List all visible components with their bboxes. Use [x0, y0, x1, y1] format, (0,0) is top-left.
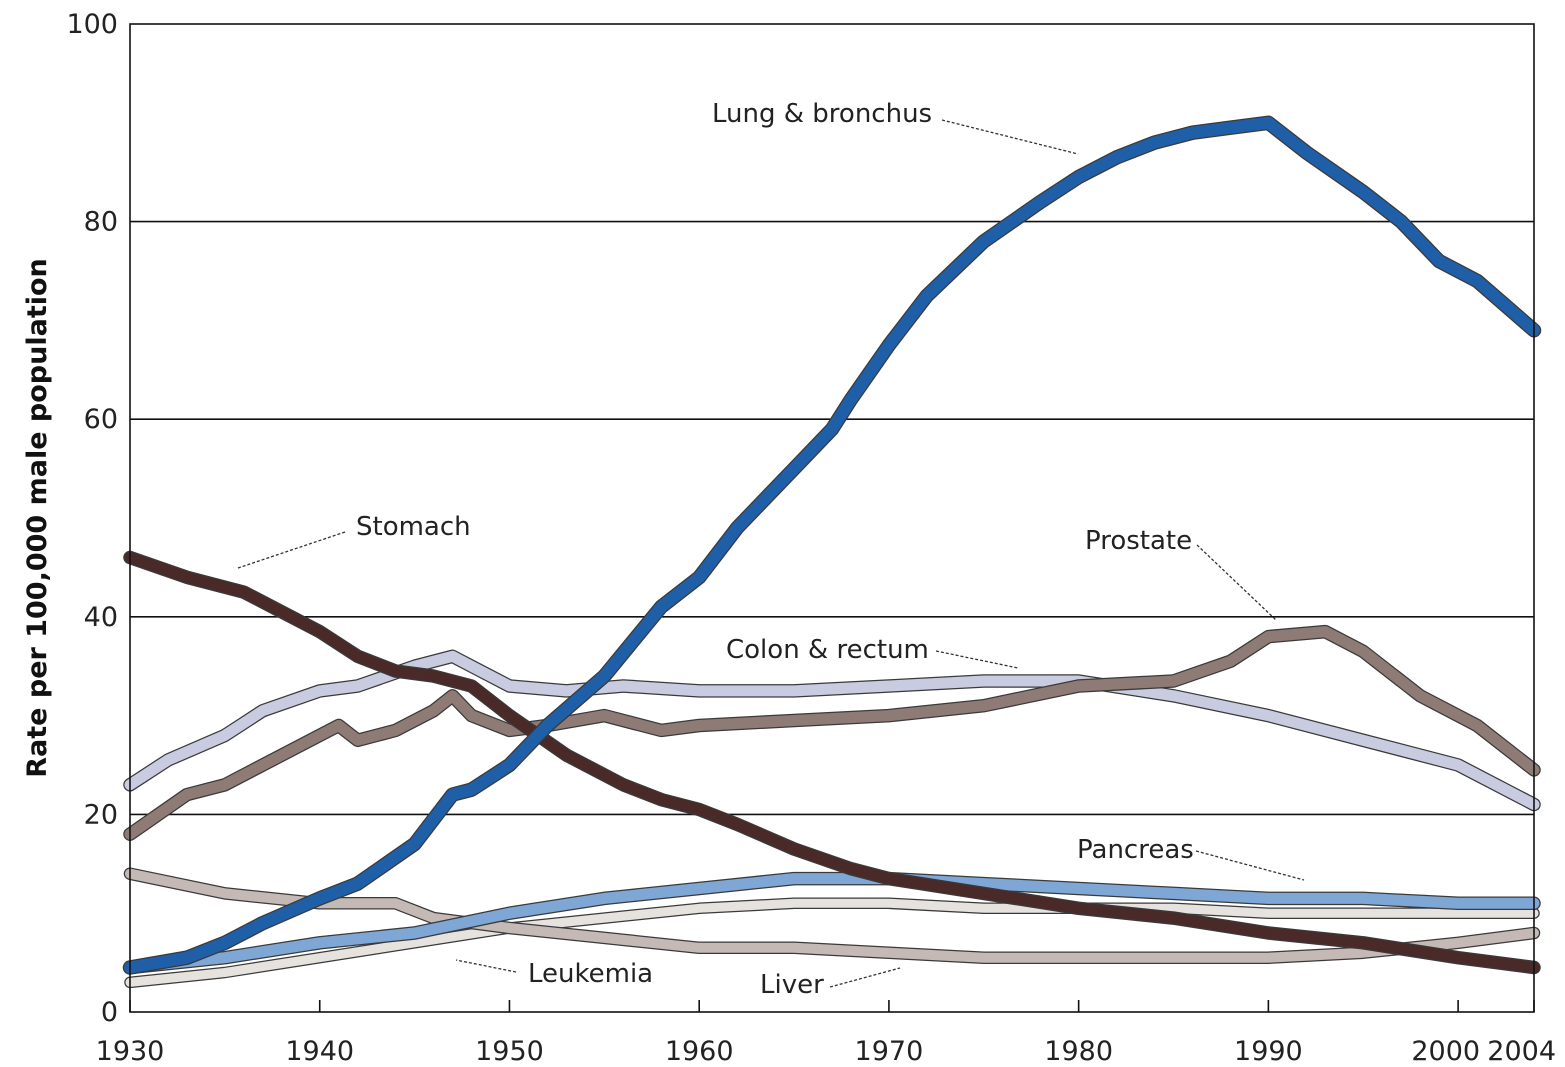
x-tick-label: 1930 [96, 1036, 165, 1067]
tick-layer: 0 20 40 60 80 100 1930 1940 1950 1960 1970 1980 1990… [66, 9, 1556, 1067]
y-tick-label: 20 [84, 799, 118, 830]
y-axis-title: Rate per 100,000 male population [22, 258, 53, 778]
x-tick-label: 1990 [1234, 1036, 1303, 1067]
leader-lung-bronchus [941, 119, 1079, 155]
series-line-leukemia [125, 898, 1539, 987]
plot-frame [129, 23, 1535, 1013]
y-tick-label: 100 [66, 9, 118, 40]
series-outline-lung-bronchus [122, 115, 1542, 975]
y-tick-label: 80 [84, 207, 118, 238]
series-layer [122, 115, 1542, 989]
leader-colon-rectum [935, 650, 1019, 669]
label-liver: Liver [760, 970, 824, 1000]
series-line-liver [125, 868, 1539, 963]
x-tick-label: 2000 [1411, 1036, 1480, 1067]
y-tick-label: 60 [84, 404, 118, 435]
label-stomach: Stomach [356, 512, 471, 542]
series-line-prostate [124, 626, 1540, 840]
leader-pancreas [1195, 850, 1305, 881]
y-tick-label: 40 [84, 602, 118, 633]
label-lung-bronchus: Lung & bronchus [712, 99, 932, 129]
x-tick-label: 2004 [1487, 1036, 1556, 1067]
x-tick-label: 1980 [1044, 1036, 1113, 1067]
series-line-pancreas [124, 873, 1540, 973]
series-labels: Lung & bronchus Stomach Prostate Colon &… [237, 99, 1305, 1000]
series-line-lung-bronchus [124, 116, 1540, 974]
label-colon-rectum: Colon & rectum [726, 635, 929, 665]
leader-stomach [237, 531, 346, 569]
leader-prostate [1196, 544, 1277, 621]
x-tick-label: 1940 [285, 1036, 354, 1067]
leader-leukemia [455, 959, 517, 973]
label-leukemia: Leukemia [528, 959, 653, 989]
leader-liver [829, 967, 901, 988]
x-tick-label: 1950 [475, 1036, 544, 1067]
series-line-stomach [124, 552, 1540, 973]
label-prostate: Prostate [1085, 526, 1192, 556]
x-tick-label: 1970 [855, 1036, 924, 1067]
x-tick-label: 1960 [665, 1036, 734, 1067]
label-pancreas: Pancreas [1077, 835, 1194, 865]
y-tick-label: 0 [101, 997, 118, 1028]
